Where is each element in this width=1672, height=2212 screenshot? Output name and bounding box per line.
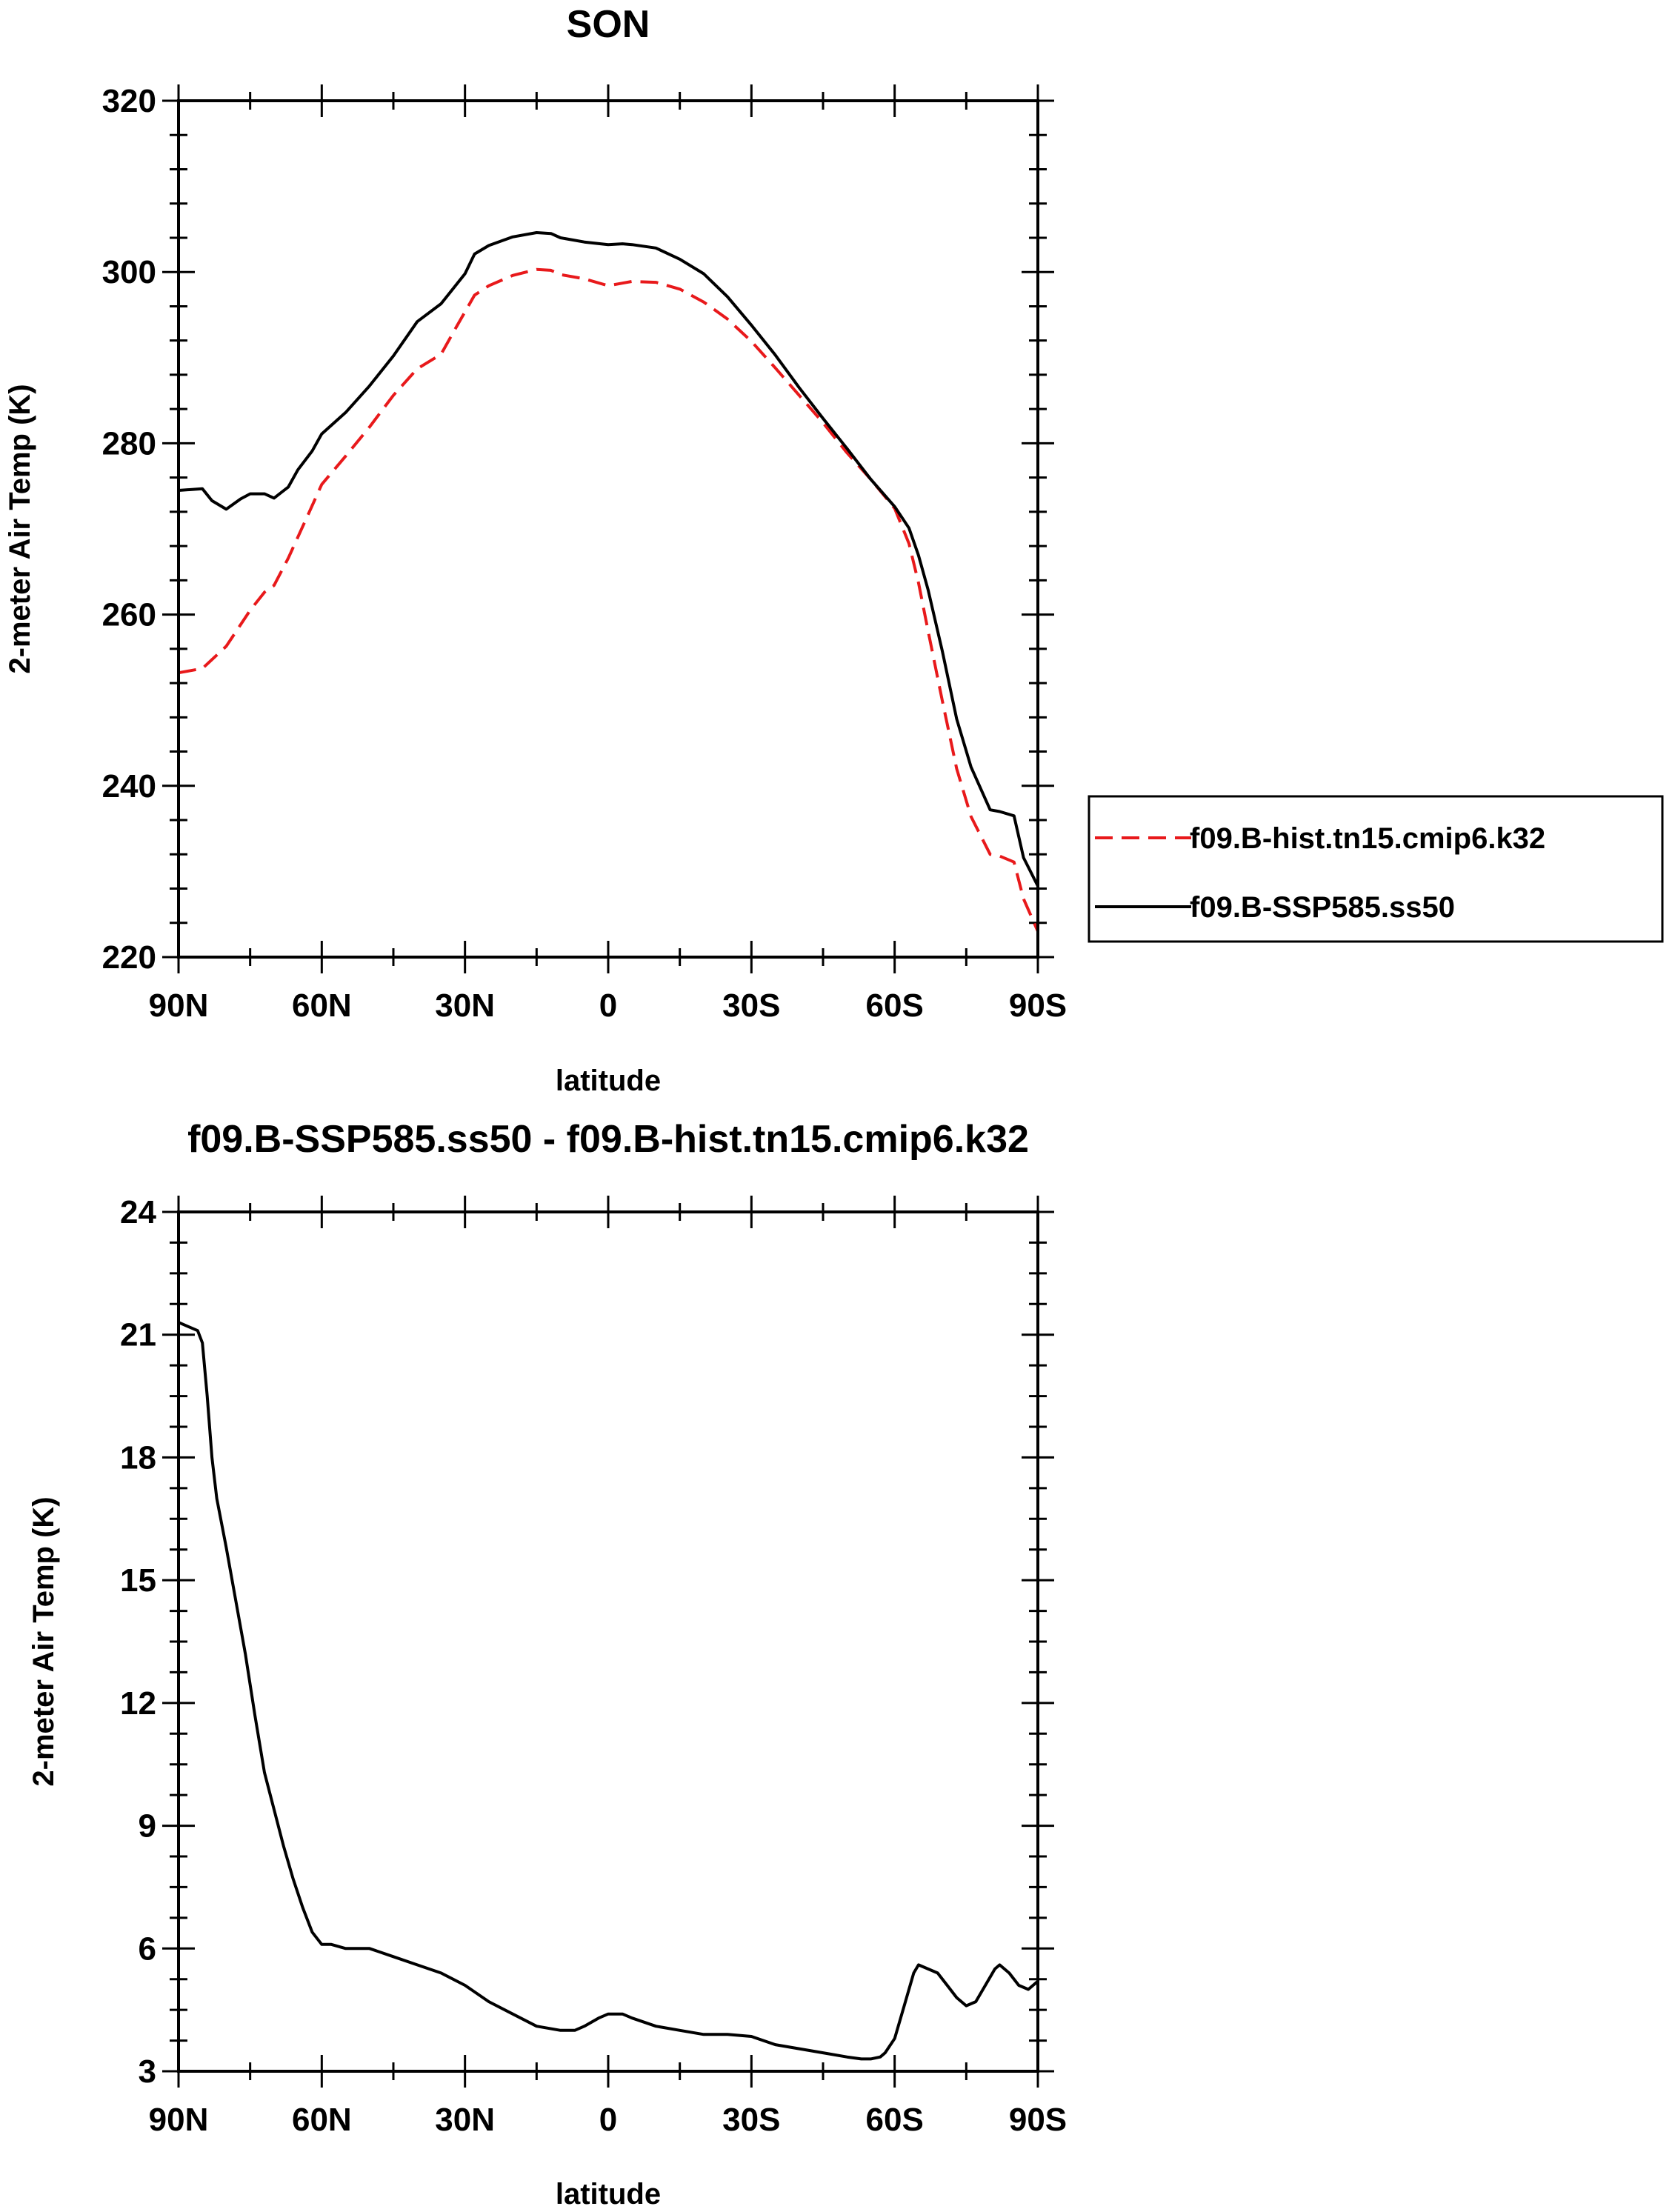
top-series-line-0 xyxy=(178,267,1039,933)
bottom-x-tick-label: 90N xyxy=(149,2102,209,2138)
top-x-tick-label: 90S xyxy=(1009,987,1067,1024)
top-chart-ticks: 90N 60N 30N 0 30S 60S 90S 220 240 260 280 300 320 xyxy=(102,83,1068,1024)
top-y-tick-label: 260 xyxy=(102,597,156,633)
bottom-chart-ticks: 90N 60N 30N 0 30S 60S 90S 3 6 9 12 15 18 21 24 xyxy=(120,1194,1067,2138)
bottom-y-tick-label: 6 xyxy=(139,1930,156,1967)
top-x-tick-label: 90N xyxy=(149,987,209,1024)
bottom-x-tick-label: 0 xyxy=(599,2102,617,2138)
bottom-y-tick-label: 18 xyxy=(120,1439,156,1476)
bottom-chart-frame xyxy=(177,1210,1039,2073)
bottom-y-tick-label: 12 xyxy=(120,1685,156,1722)
top-series-line-1 xyxy=(178,231,1039,887)
top-chart-y-axis-label: 2-meter Air Temp (K) xyxy=(4,384,36,673)
bottom-x-tick-label: 60N xyxy=(292,2102,352,2138)
top-chart-frame xyxy=(177,99,1039,959)
bottom-x-tick-label: 60S xyxy=(866,2102,924,2138)
bottom-chart-y-axis-label: 2-meter Air Temp (K) xyxy=(27,1496,60,1786)
bottom-y-tick-label: 15 xyxy=(120,1562,156,1599)
legend-box xyxy=(1088,795,1664,943)
top-y-tick-label: 320 xyxy=(102,83,156,119)
bottom-y-tick-label: 21 xyxy=(120,1317,156,1353)
top-y-tick-label: 280 xyxy=(102,425,156,462)
top-y-tick-label: 240 xyxy=(102,768,156,804)
legend-label-ssp585: f09.B-SSP585.ss50 xyxy=(1190,891,1455,924)
top-x-tick-label: 0 xyxy=(599,987,617,1024)
top-chart-legend: f09.B-hist.tn15.cmip6.k32 f09.B-SSP585.s… xyxy=(1088,795,1664,943)
top-y-tick-label: 220 xyxy=(102,939,156,976)
bottom-y-tick-label: 24 xyxy=(120,1194,156,1230)
bottom-x-tick-label: 30N xyxy=(435,2102,495,2138)
bottom-chart-series xyxy=(178,1321,1039,2061)
bottom-series-line-0 xyxy=(178,1321,1039,2061)
top-x-tick-label: 60S xyxy=(866,987,924,1024)
top-chart-title: SON xyxy=(567,3,650,46)
bottom-y-tick-label: 3 xyxy=(139,2053,156,2090)
top-chart-series xyxy=(178,231,1039,933)
top-line-chart: SON 90N 60N 30N 0 30S 60S 90S 220 240 260 280 300 32… xyxy=(4,3,1664,1097)
top-y-tick-label: 300 xyxy=(102,254,156,290)
bottom-chart-title: f09.B-SSP585.ss50 - f09.B-hist.tn15.cmip… xyxy=(187,1118,1029,1161)
top-x-tick-label: 60N xyxy=(292,987,352,1024)
bottom-y-tick-label: 9 xyxy=(139,1808,156,1845)
bottom-x-tick-label: 30S xyxy=(722,2102,780,2138)
top-chart-x-axis-label: latitude xyxy=(556,1065,661,1097)
bottom-chart-x-axis-label: latitude xyxy=(556,2178,661,2211)
legend-label-hist: f09.B-hist.tn15.cmip6.k32 xyxy=(1190,822,1545,855)
top-x-tick-label: 30N xyxy=(435,987,495,1024)
bottom-x-tick-label: 90S xyxy=(1009,2102,1067,2138)
top-x-tick-label: 30S xyxy=(722,987,780,1024)
bottom-line-chart: f09.B-SSP585.ss50 - f09.B-hist.tn15.cmip… xyxy=(27,1118,1067,2211)
